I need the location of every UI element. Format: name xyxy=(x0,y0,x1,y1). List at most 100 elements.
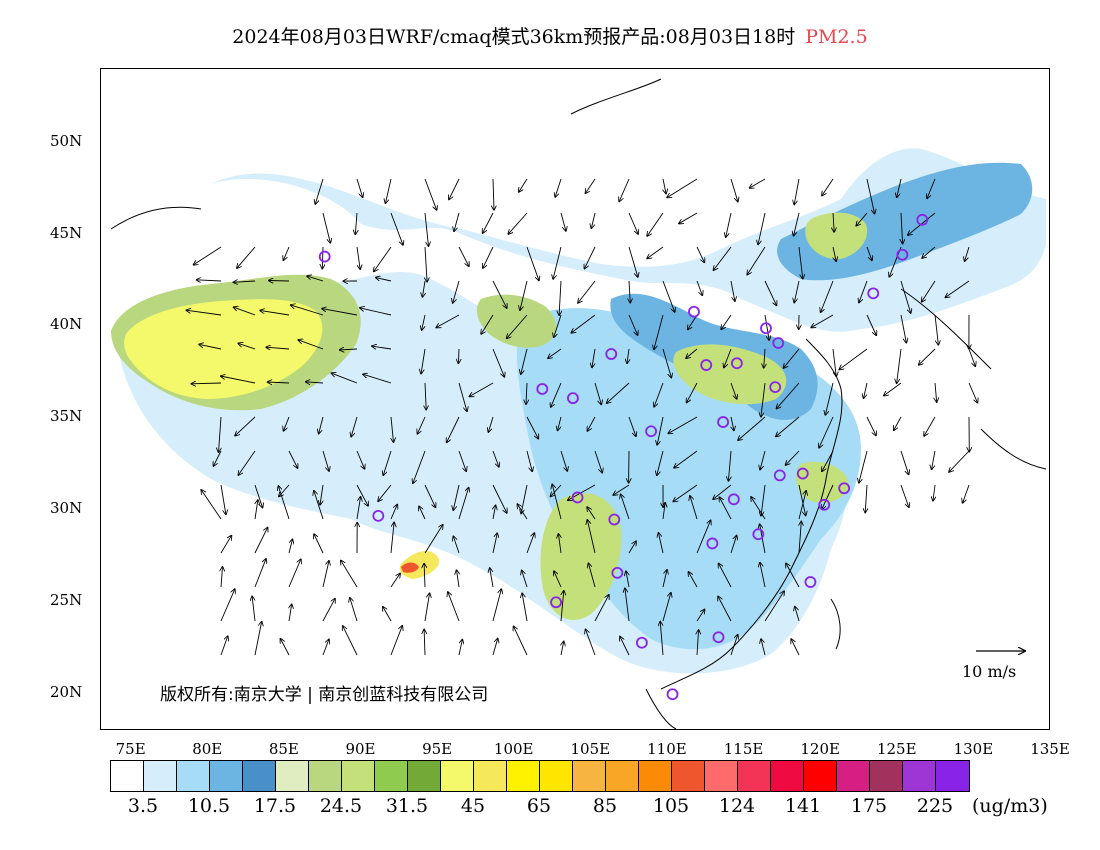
wind-vector xyxy=(747,246,766,275)
wind-vector xyxy=(307,276,324,282)
wind-vector xyxy=(322,309,358,316)
wind-vector xyxy=(378,484,392,501)
wind-vector xyxy=(719,497,732,520)
station-marker xyxy=(611,566,624,579)
wind-vector xyxy=(819,416,834,448)
wind-vector xyxy=(901,212,903,244)
wind-vector xyxy=(760,450,766,470)
band-hotspot xyxy=(401,562,419,573)
wind-vector xyxy=(578,280,596,303)
wind-vector xyxy=(825,382,834,415)
wind-vector xyxy=(314,491,324,520)
wind-vector xyxy=(315,178,324,204)
station-marker xyxy=(727,493,740,506)
wind-vector xyxy=(425,246,427,282)
wind-vector xyxy=(390,626,402,656)
wind-vector xyxy=(417,416,426,434)
station-marker xyxy=(608,513,621,526)
wind-vector xyxy=(186,310,222,316)
wind-vector xyxy=(776,382,800,409)
station-marker xyxy=(752,528,765,541)
wind-vector xyxy=(679,212,698,224)
station-marker xyxy=(818,498,831,511)
wind-vector xyxy=(288,450,298,468)
wind-vector xyxy=(794,212,800,236)
station-marker xyxy=(706,537,719,550)
wind-vector xyxy=(922,246,936,258)
wind-vector xyxy=(968,348,975,367)
wind-vector xyxy=(372,346,392,349)
wind-vector xyxy=(279,484,290,497)
station-marker xyxy=(804,576,817,588)
wind-vector xyxy=(558,534,561,554)
wind-vector xyxy=(621,494,630,520)
wind-vector xyxy=(283,246,290,260)
wind-vector xyxy=(584,246,596,269)
wind-vector xyxy=(730,178,738,202)
wind-vector xyxy=(821,280,834,313)
wind-vector xyxy=(587,416,596,431)
band-taklimakan-core xyxy=(124,299,323,399)
wind-vector xyxy=(686,348,698,358)
wind-vector xyxy=(252,596,256,622)
colorbar-swatch xyxy=(210,761,243,791)
wind-vector xyxy=(932,450,936,470)
wind-vector xyxy=(237,246,256,268)
station-marker xyxy=(760,322,772,335)
copyright-text: 版权所有:南京大学 | 南京创蓝科技有限公司 xyxy=(160,685,489,705)
pm25-field xyxy=(111,148,1046,674)
wind-vector xyxy=(355,212,357,235)
map-frame xyxy=(100,68,1050,730)
stations-layer xyxy=(318,213,929,701)
colorbar-swatch xyxy=(705,761,738,791)
colorbar-label: 141 xyxy=(784,795,822,817)
wind-vector xyxy=(865,484,867,513)
wind-vector xyxy=(673,484,698,502)
wind-vector xyxy=(458,639,462,656)
wind-vector xyxy=(483,246,494,268)
colorbar-label: 10.5 xyxy=(187,795,231,817)
band-hexi xyxy=(476,294,557,348)
wind-vector xyxy=(220,535,232,554)
wind-vector xyxy=(306,382,324,383)
wind-vector xyxy=(507,314,528,339)
wind-vector xyxy=(390,504,397,520)
wind-vector xyxy=(866,314,876,336)
wind-vector xyxy=(448,592,460,622)
wind-vector xyxy=(356,484,368,506)
wind-vector xyxy=(260,310,290,316)
band-yangtze xyxy=(795,461,849,503)
wind-vector xyxy=(591,212,596,229)
station-marker xyxy=(730,357,743,370)
wind-vector xyxy=(654,314,664,350)
wind-vector xyxy=(696,246,705,263)
wind-vector xyxy=(526,450,532,472)
wind-vector xyxy=(554,314,562,338)
colorbar-swatch xyxy=(243,761,276,791)
wind-vector xyxy=(221,567,223,588)
coast-taiwan xyxy=(830,598,841,650)
colorbar-label: 31.5 xyxy=(385,795,429,817)
wind-vector xyxy=(526,382,527,404)
colorbar-label: 17.5 xyxy=(253,795,297,817)
lat-tick-label: 25N xyxy=(50,591,83,610)
wind-vector xyxy=(764,591,784,622)
station-marker xyxy=(796,467,809,480)
wind-vector xyxy=(866,246,872,261)
wind-vector xyxy=(513,626,528,656)
wind-vector xyxy=(521,348,528,374)
station-marker xyxy=(645,425,657,438)
wind-vector xyxy=(356,246,360,269)
colorbar-swatch xyxy=(144,761,177,791)
wind-vector xyxy=(425,382,426,410)
wind-vector xyxy=(627,348,629,364)
wind-vector xyxy=(662,570,667,588)
wind-vector xyxy=(945,280,970,298)
wind-vector xyxy=(351,416,358,437)
wind-vector xyxy=(935,382,937,402)
wind-vector xyxy=(594,382,601,405)
wind-vector xyxy=(314,534,324,554)
lon-tick-label: 135E xyxy=(1030,740,1070,758)
colorbar xyxy=(110,760,970,792)
station-marker xyxy=(571,491,584,504)
